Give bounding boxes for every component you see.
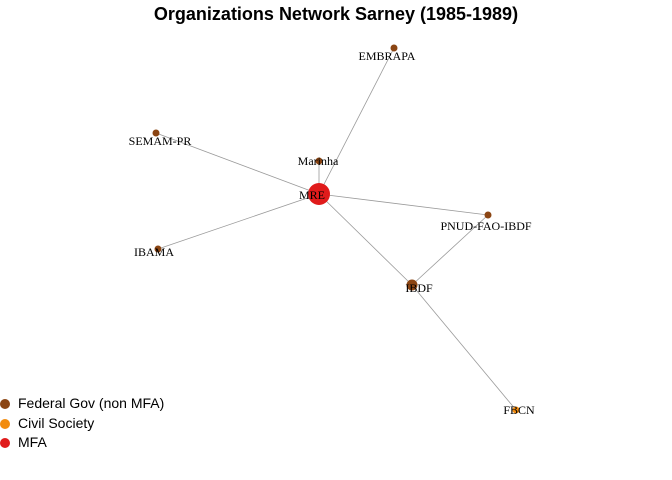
node-label-embrapa: EMBRAPA (359, 49, 416, 63)
legend: Federal Gov (non MFA) Civil Society MFA (0, 394, 164, 453)
node-label-marinha: Marinha (298, 154, 339, 168)
legend-label: Federal Gov (non MFA) (18, 395, 165, 411)
node-label-semam-pr: SEMAM-PR (129, 134, 192, 148)
edge-mre-semam-pr (155, 132, 320, 195)
node-marinha (315, 157, 323, 165)
node-pnud-fao-ibdf (484, 211, 492, 219)
node-ibdf (406, 279, 418, 291)
edge-mre-embrapa (318, 47, 395, 195)
node-label-fbcn: FBCN (503, 403, 535, 417)
legend-item: Civil Society (0, 414, 164, 434)
legend-item: Federal Gov (non MFA) (0, 394, 164, 414)
edge-mre-pnud-fao-ibdf (318, 193, 489, 216)
legend-dot-icon (0, 438, 10, 448)
legend-item: MFA (0, 433, 164, 453)
edge-mre-ibdf (318, 193, 413, 286)
node-embrapa (390, 44, 398, 52)
diagram-title: Organizations Network Sarney (1985-1989) (153, 4, 519, 24)
edge-ibdf-pnud-fao-ibdf (411, 214, 489, 286)
legend-dot-icon (0, 418, 10, 429)
edges-layer (155, 47, 517, 411)
legend-dot-icon (0, 399, 10, 409)
node-ibama (154, 245, 162, 253)
node-label-ibdf: IBDF (405, 281, 433, 295)
node-fbcn (512, 406, 520, 414)
node-label-pnud-fao-ibdf: PNUD-FAO-IBDF (440, 219, 531, 233)
legend-label: Civil Society (18, 414, 95, 431)
node-semam-pr (152, 129, 160, 137)
node-mre (308, 183, 330, 205)
edge-mre-ibama (157, 193, 320, 250)
nodes-layer (152, 44, 520, 414)
node-label-mre: MRE (299, 188, 325, 202)
node-label-ibama: IBAMA (134, 245, 174, 259)
edge-ibdf-fbcn (411, 284, 517, 411)
labels-layer: MRE EMBRAPA SEMAM-PR Marinha PNUD-FAO-IBDF IB… (129, 49, 535, 417)
legend-label: MFA (18, 434, 47, 450)
